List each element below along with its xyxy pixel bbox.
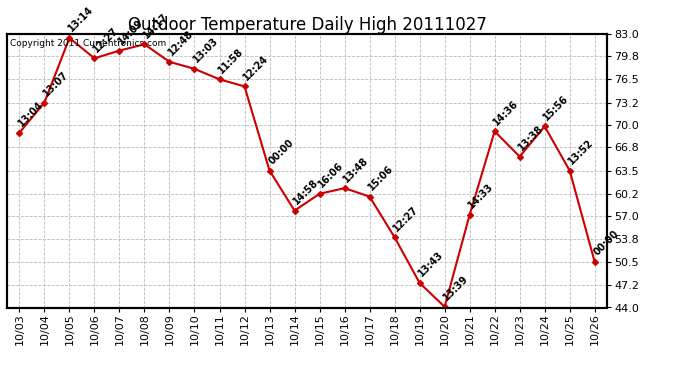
Text: 13:52: 13:52 xyxy=(566,138,595,166)
Text: 13:48: 13:48 xyxy=(342,155,371,184)
Text: 14:33: 14:33 xyxy=(466,182,495,211)
Text: 14:09: 14:09 xyxy=(117,18,146,46)
Text: 13:38: 13:38 xyxy=(517,123,546,152)
Text: 11:58: 11:58 xyxy=(217,46,246,75)
Text: 12:27: 12:27 xyxy=(392,204,421,233)
Text: 15:06: 15:06 xyxy=(366,164,395,192)
Text: 13:07: 13:07 xyxy=(41,69,70,98)
Text: 15:56: 15:56 xyxy=(542,93,571,122)
Text: 12:24: 12:24 xyxy=(241,53,270,82)
Text: 13:39: 13:39 xyxy=(442,274,471,303)
Text: 12:48: 12:48 xyxy=(166,28,196,58)
Text: 13:14: 13:14 xyxy=(66,5,95,34)
Text: 14:58: 14:58 xyxy=(292,177,321,207)
Text: 00:00: 00:00 xyxy=(592,229,621,258)
Text: Copyright 2011 Currentronics.com: Copyright 2011 Currentronics.com xyxy=(10,39,166,48)
Text: 16:06: 16:06 xyxy=(317,160,346,190)
Text: 00:00: 00:00 xyxy=(266,138,295,166)
Text: 13:04: 13:04 xyxy=(17,100,46,129)
Text: 14:36: 14:36 xyxy=(492,98,521,127)
Text: 13:43: 13:43 xyxy=(417,250,446,279)
Text: 14:17: 14:17 xyxy=(141,11,170,40)
Text: 12:27: 12:27 xyxy=(92,25,121,54)
Title: Outdoor Temperature Daily High 20111027: Outdoor Temperature Daily High 20111027 xyxy=(128,16,486,34)
Text: 13:03: 13:03 xyxy=(192,36,221,64)
